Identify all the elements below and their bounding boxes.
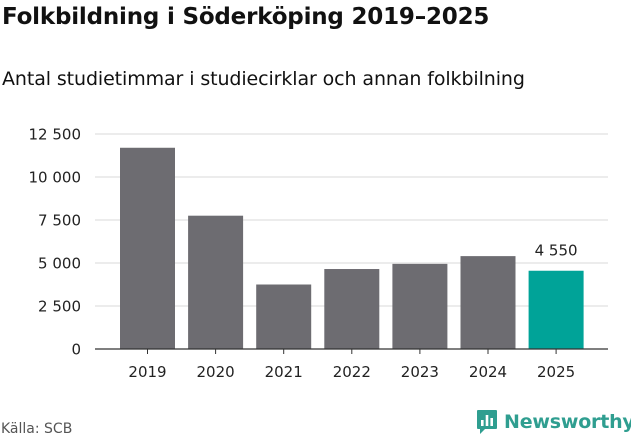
bars [120, 147, 584, 349]
newsworthy-logo-text: Newsworthy [504, 411, 631, 433]
x-tick-label: 2020 [197, 363, 235, 381]
y-tick-label: 2 500 [38, 298, 81, 316]
y-axis-ticks: 0 2 500 5 000 7 500 10 000 12 500 [29, 126, 82, 359]
x-tick-label: 2023 [401, 363, 439, 381]
bar-chart: 0 2 500 5 000 7 500 10 000 12 500 2019 2020 202… [29, 126, 608, 381]
bar-2022 [324, 269, 380, 349]
newsworthy-logo-icon [477, 410, 497, 434]
bar-2023 [392, 263, 448, 349]
y-tick-label: 5 000 [38, 255, 81, 273]
x-axis-ticks: 2019 2020 2021 2022 2023 2024 2025 [128, 349, 575, 381]
bar-2025 [528, 270, 584, 349]
y-tick-label: 10 000 [29, 169, 82, 187]
bar-2020 [188, 215, 244, 349]
data-label: 4 550 [535, 242, 578, 260]
y-tick-label: 0 [71, 341, 81, 359]
y-tick-label: 7 500 [38, 212, 81, 230]
source-note: Källa: SCB [1, 421, 73, 437]
x-tick-label: 2022 [333, 363, 371, 381]
x-tick-label: 2025 [537, 363, 575, 381]
x-tick-label: 2019 [128, 363, 166, 381]
bar-2019 [120, 147, 175, 349]
bar-2021 [256, 284, 312, 349]
x-tick-label: 2021 [265, 363, 303, 381]
newsworthy-logo: Newsworthy [476, 407, 631, 437]
data-labels: 4 550 [535, 242, 578, 260]
x-tick-label: 2024 [469, 363, 507, 381]
chart-title: Folkbildning i Söderköping 2019–2025 [2, 4, 490, 30]
bar-2024 [460, 256, 516, 349]
y-tick-label: 12 500 [29, 126, 82, 144]
chart-subtitle: Antal studietimmar i studiecirklar och a… [2, 68, 525, 90]
